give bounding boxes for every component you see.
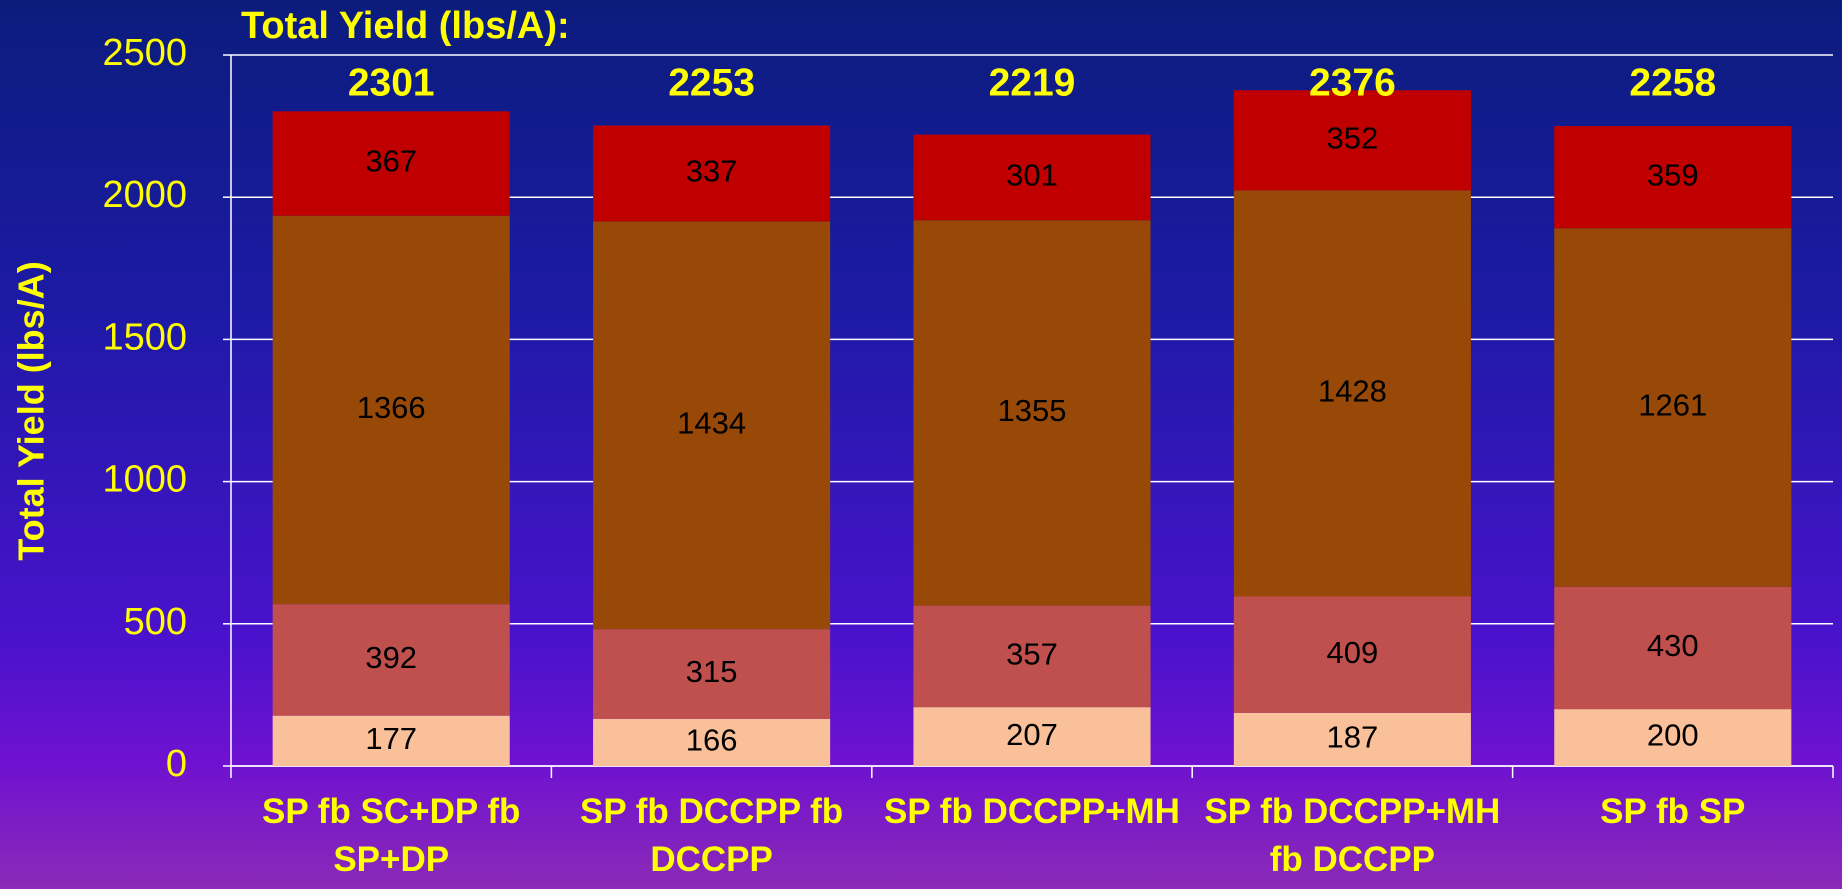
bar-segment [913,605,1151,708]
total-label: 2219 [989,61,1076,104]
y-tick-label: 0 [166,743,187,785]
bar-segment [272,715,510,766]
data-label: 392 [365,640,417,675]
data-label: 357 [1006,637,1058,672]
bar-segment [593,718,831,766]
bar-segment [593,629,831,719]
data-label: 1434 [677,405,746,440]
x-tick-label: SP fb SP [1600,792,1746,831]
y-tick-label: 1500 [102,316,187,358]
x-tick-label: SP fb DCCPP fb DCCPP [579,792,844,879]
data-label: 1261 [1638,388,1707,423]
y-tick-label: 2500 [102,32,187,74]
bar-segment [913,707,1151,766]
total-label: 2301 [348,61,435,104]
data-label: 1355 [998,393,1067,428]
data-label: 1428 [1318,374,1387,409]
data-label: 352 [1327,121,1379,156]
data-label: 207 [1006,717,1058,752]
bar-segment [1554,228,1792,587]
data-label: 177 [365,721,417,756]
x-tick-label: SP fb DCCPP+MH fb DCCPP [1204,792,1501,879]
x-tick-label: SP fb SC+DP fb SP+DP [262,792,521,879]
y-tick-label: 2000 [102,174,187,216]
data-label: 166 [686,723,738,758]
y-axis-label: Total Yield (lbs/A) [11,261,52,560]
total-label: 2258 [1629,61,1716,104]
data-label: 337 [686,154,738,189]
bar-segment [1554,126,1792,229]
x-tick-label: SP fb DCCPP+MH [884,792,1180,831]
bar-segment [1233,90,1471,191]
y-tick-label: 1000 [102,459,187,501]
data-label: 301 [1006,158,1058,193]
bar-segment [1554,709,1792,766]
bar-segment [1233,712,1471,766]
data-label: 367 [365,144,417,179]
total-label: 2376 [1309,61,1396,104]
y-tick-label: 500 [124,601,187,643]
data-label: 187 [1327,720,1379,755]
data-label: 409 [1327,635,1379,670]
bar-segment [1554,586,1792,710]
bar-segment [913,220,1151,606]
total-label: 2253 [668,61,755,104]
data-label: 359 [1647,157,1699,192]
data-label: 200 [1647,718,1699,753]
bar-segment [593,125,831,222]
data-label: 430 [1647,628,1699,663]
data-label: 315 [686,654,738,689]
bar-segment [593,221,831,630]
bar-segment [1233,596,1471,713]
bar-segment [913,134,1151,221]
bar-segment [272,604,510,716]
bar-segment [272,215,510,605]
annotation: Total Yield (lbs/A): [241,5,570,47]
bar-segment [1233,190,1471,597]
bar-segment [272,111,510,216]
data-label: 1366 [357,390,426,425]
